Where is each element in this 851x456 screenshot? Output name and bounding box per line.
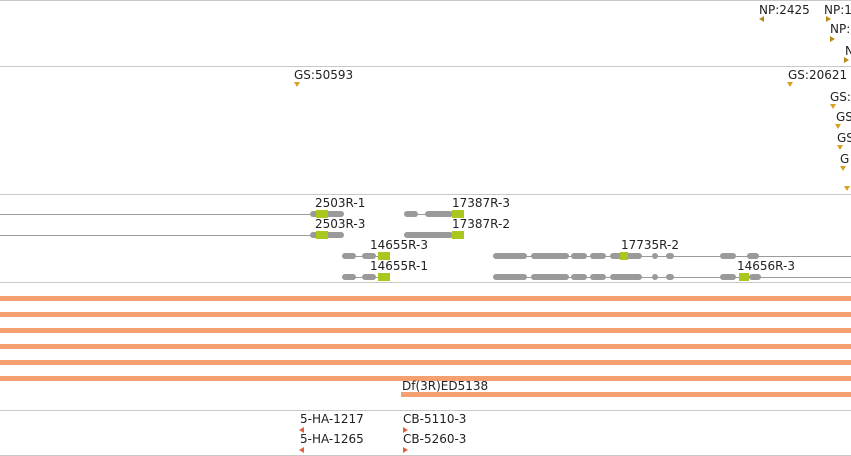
transcript-exon[interactable] [404, 211, 418, 217]
transcript-utr[interactable] [378, 273, 390, 281]
gs-marker-icon[interactable] [837, 145, 843, 150]
deficiency-bar[interactable] [0, 328, 851, 333]
np-track: NP:2425 NP:1 NP: N [0, 0, 851, 66]
transcript-intron[interactable] [0, 214, 343, 215]
transcript-label[interactable]: 2503R-3 [315, 217, 366, 231]
transcript-utr[interactable] [452, 210, 464, 218]
transcript-exon[interactable] [652, 253, 658, 259]
transcript-exon[interactable] [531, 274, 569, 280]
gs-label[interactable]: GS [836, 110, 851, 124]
insertion-label[interactable]: 5-HA-1217 [300, 412, 364, 426]
transcript-label[interactable]: 17387R-2 [452, 217, 510, 231]
insertion-marker-left-icon[interactable] [299, 447, 304, 453]
deficiency-label[interactable]: Df(3R)ED5138 [402, 379, 489, 393]
transcript-exon[interactable] [531, 253, 569, 259]
gs-marker-icon[interactable] [830, 104, 836, 109]
transcript-exon[interactable] [590, 274, 606, 280]
insertion-label[interactable]: CB-5260-3 [403, 432, 467, 446]
deficiency-track: Df(3R)ED5138 [0, 282, 851, 410]
gs-marker-icon[interactable] [294, 82, 300, 87]
transcript-label[interactable]: 2503R-1 [315, 196, 366, 210]
np-marker-right-icon[interactable] [826, 16, 831, 22]
gs-label[interactable]: GS:20621 [788, 68, 848, 82]
deficiency-bar[interactable] [401, 392, 851, 397]
transcript-exon[interactable] [747, 253, 759, 259]
transcript-exon[interactable] [571, 274, 587, 280]
transcript-exon[interactable] [571, 253, 587, 259]
gs-marker-icon[interactable] [787, 82, 793, 87]
insertion-marker-right-icon[interactable] [403, 427, 408, 433]
transcript-exon[interactable] [362, 274, 376, 280]
np-marker-right-icon[interactable] [844, 57, 849, 63]
transcript-utr[interactable] [739, 273, 749, 281]
deficiency-bar[interactable] [0, 376, 851, 381]
deficiency-bar[interactable] [0, 344, 851, 349]
gs-label[interactable]: GS [837, 131, 851, 145]
transcript-intron[interactable] [0, 235, 343, 236]
transcript-exon[interactable] [590, 253, 606, 259]
gs-label[interactable]: GS:50593 [294, 68, 354, 82]
transcript-label[interactable]: 14655R-3 [370, 238, 428, 252]
transcript-utr[interactable] [316, 210, 328, 218]
transcript-exon[interactable] [666, 253, 674, 259]
transcript-exon[interactable] [720, 274, 736, 280]
transcript-utr[interactable] [378, 252, 390, 260]
transcript-exon[interactable] [493, 253, 527, 259]
gs-track: GS:50593 GS:20621 GS: GS GS G [0, 66, 851, 194]
np-label-partial[interactable]: N [845, 44, 851, 58]
np-label[interactable]: NP:1 [824, 3, 851, 17]
insertion-label[interactable]: 5-HA-1265 [300, 432, 364, 446]
insertion-marker-left-icon[interactable] [299, 427, 304, 433]
transcript-exon[interactable] [425, 211, 453, 217]
track-separator [0, 282, 851, 283]
np-label[interactable]: NP:2425 [759, 3, 810, 17]
deficiency-bar[interactable] [0, 360, 851, 365]
transcript-exon[interactable] [652, 274, 658, 280]
deficiency-bar[interactable] [0, 312, 851, 317]
transcripts-track: 2503R-1 17387R-3 2503R-3 17387R-2 14655R… [0, 194, 851, 282]
np-marker-right-icon[interactable] [830, 36, 835, 42]
transcript-exon[interactable] [342, 274, 356, 280]
gs-marker-icon[interactable] [844, 186, 850, 191]
transcript-exon[interactable] [404, 232, 453, 238]
transcript-label[interactable]: 14656R-3 [737, 259, 795, 273]
np-marker-left-icon[interactable] [759, 16, 764, 22]
np-label-partial[interactable]: NP: [830, 22, 851, 36]
transcript-utr[interactable] [316, 231, 328, 239]
gs-marker-icon[interactable] [835, 124, 841, 129]
track-separator [0, 66, 851, 67]
transcript-exon[interactable] [720, 253, 736, 259]
gs-marker-icon[interactable] [840, 166, 846, 171]
gs-label[interactable]: G [840, 152, 850, 166]
transcript-exon[interactable] [362, 253, 376, 259]
track-separator [0, 0, 851, 1]
transcript-label[interactable]: 17735R-2 [621, 238, 679, 252]
track-separator [0, 410, 851, 411]
insertions-track: 5-HA-1217 CB-5110-3 5-HA-1265 CB-5260-3 [0, 410, 851, 456]
transcript-utr[interactable] [452, 231, 464, 239]
insertion-label[interactable]: CB-5110-3 [403, 412, 467, 426]
deficiency-bar[interactable] [0, 296, 851, 301]
transcript-exon[interactable] [493, 274, 527, 280]
track-separator [0, 194, 851, 195]
transcript-label[interactable]: 17387R-3 [452, 196, 510, 210]
transcript-exon[interactable] [610, 274, 642, 280]
gs-label[interactable]: GS: [830, 90, 851, 104]
transcript-exon[interactable] [666, 274, 674, 280]
transcript-label[interactable]: 14655R-1 [370, 259, 428, 273]
transcript-exon[interactable] [749, 274, 761, 280]
insertion-marker-right-icon[interactable] [403, 447, 408, 453]
transcript-exon[interactable] [342, 253, 356, 259]
transcript-utr[interactable] [620, 252, 628, 260]
